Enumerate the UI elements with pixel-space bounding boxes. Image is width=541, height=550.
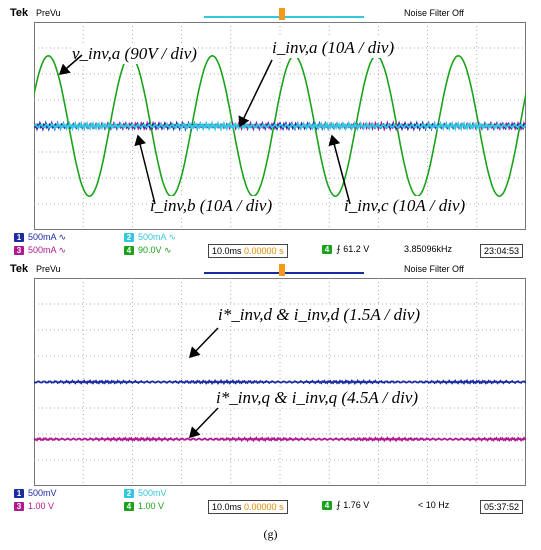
brand-label: Tek	[10, 263, 29, 275]
arrow-i-inv-q	[188, 407, 219, 439]
mode-label: PreVu	[36, 264, 61, 274]
channel-4-readout: 4 90.0V ∿	[124, 245, 172, 256]
channel-3-readout: 3 1.00 V	[14, 501, 54, 511]
arrow-i-inv-b	[134, 134, 156, 205]
trace-i-inv-q-i-inv-q	[34, 436, 526, 443]
arrow-i-inv-a	[238, 59, 273, 128]
noise-filter-label: Noise Filter Off	[404, 264, 464, 274]
annotation-i-inv-q: i*_inv,q & i_inv,q (4.5A / div)	[216, 388, 419, 408]
channel-1-readout: 1 500mA ∿	[14, 232, 66, 243]
channel-4-readout: 4 1.00 V	[124, 501, 164, 511]
timebase-readout: 10.0ms 0.00000 s	[208, 244, 288, 258]
scope-header: Tek PreVu Noise Filter Off	[4, 262, 528, 278]
trigger-position-marker	[279, 8, 285, 20]
channel-2-readout: 2 500mV	[124, 488, 167, 498]
mode-label: PreVu	[36, 8, 61, 18]
annotation-i-inv-c: i_inv,c (10A / div)	[344, 196, 466, 216]
trigger-readout: 4 ⨍ 61.2 V	[322, 244, 369, 255]
trace-i-inv-d-i-inv-d	[34, 378, 526, 386]
arrow-i-inv-d	[188, 327, 219, 359]
trace-i-inv-c	[34, 120, 526, 132]
scope-top: Tek PreVu Noise Filter Off 1 500mA ∿ 2 500…	[4, 6, 528, 264]
channel-3-readout: 3 500mA ∿	[14, 245, 66, 256]
channel-1-readout: 1 500mV	[14, 488, 57, 498]
trigger-position-marker	[279, 264, 285, 276]
record-bar	[204, 264, 364, 276]
frequency-readout: 3.85096kHz	[404, 244, 453, 254]
clock-readout: 23:04:53	[480, 244, 524, 258]
trigger-readout: 4 ⨍ 1.76 V	[322, 500, 369, 511]
scope-footer: 1 500mV 2 500mV 3 1.00 V 4 1.00 V 10.0ms 0.0…	[8, 488, 528, 518]
channel-2-readout: 2 500mA ∿	[124, 232, 176, 243]
noise-filter-label: Noise Filter Off	[404, 8, 464, 18]
annotation-i-inv-d: i*_inv,d & i_inv,d (1.5A / div)	[218, 305, 421, 325]
clock-readout: 05:37:52	[480, 500, 524, 514]
brand-label: Tek	[10, 7, 29, 19]
arrow-i-inv-c	[328, 134, 351, 205]
record-bar	[204, 8, 364, 20]
timebase-readout: 10.0ms 0.00000 s	[208, 500, 288, 514]
frequency-readout: < 10 Hz	[418, 500, 450, 510]
arrow-v-inv-a	[58, 54, 83, 75]
plot-bottom	[34, 278, 526, 486]
trace-v-inv-a	[34, 54, 526, 198]
scope-footer: 1 500mA ∿ 2 500mA ∿ 3 500mA ∿ 4 90.0V ∿ 10.0…	[8, 232, 528, 262]
figure-caption: (g)	[263, 527, 278, 541]
annotation-v-inv-a: v_inv,a (90V / div)	[72, 44, 197, 64]
scope-header: Tek PreVu Noise Filter Off	[4, 6, 528, 22]
annotation-i-inv-b: i_inv,b (10A / div)	[150, 196, 273, 216]
plot-top	[34, 22, 526, 230]
annotation-i-inv-a: i_inv,a (10A / div)	[272, 38, 395, 58]
